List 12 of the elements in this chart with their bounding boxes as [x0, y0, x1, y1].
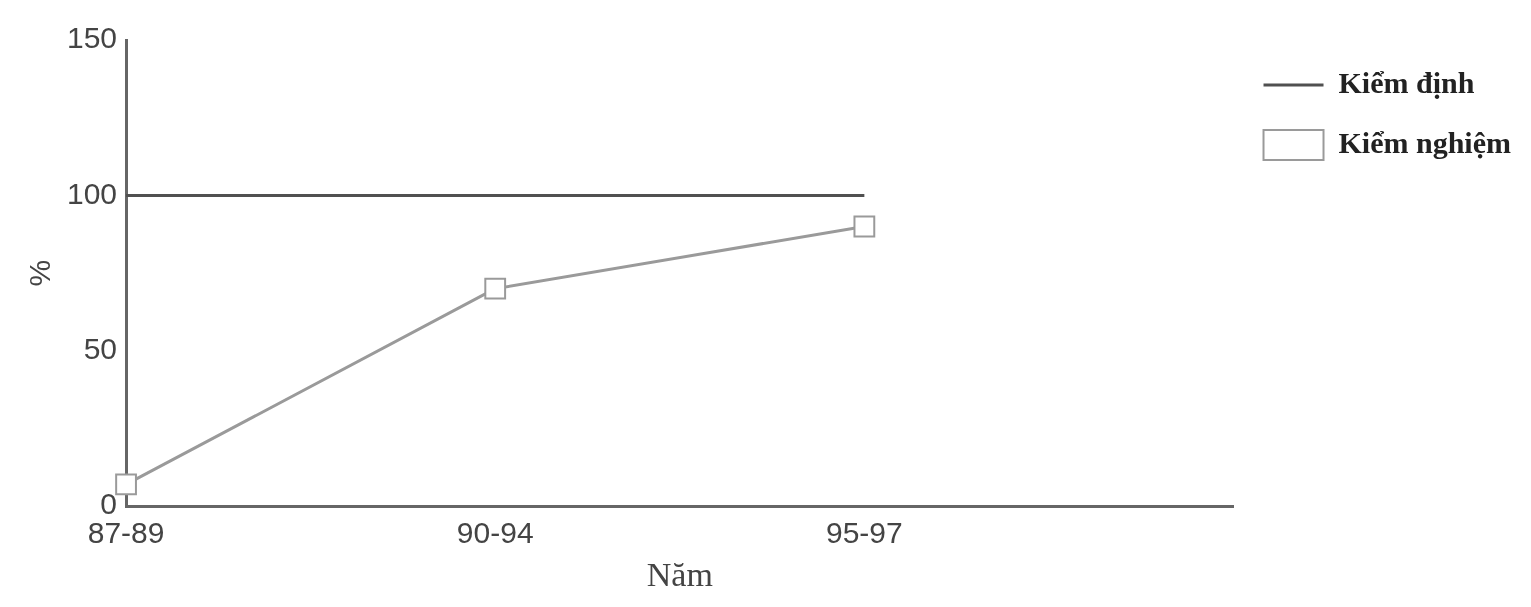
point	[484, 277, 507, 300]
point	[115, 473, 137, 496]
x-tick-label: 90-94	[456, 516, 534, 550]
legend-label: Kiểm nghiệm	[1338, 125, 1512, 159]
y-tick-label: 50	[83, 332, 118, 366]
x-axis-title: Năm	[646, 555, 713, 593]
legend-label: Kiểm định	[1338, 65, 1475, 99]
y-tick-label: 100	[66, 176, 118, 210]
y-tick-label: 150	[66, 21, 118, 55]
y-axis-title: %	[23, 259, 57, 287]
x-tick-label: 95-97	[825, 516, 903, 550]
point	[853, 215, 876, 238]
